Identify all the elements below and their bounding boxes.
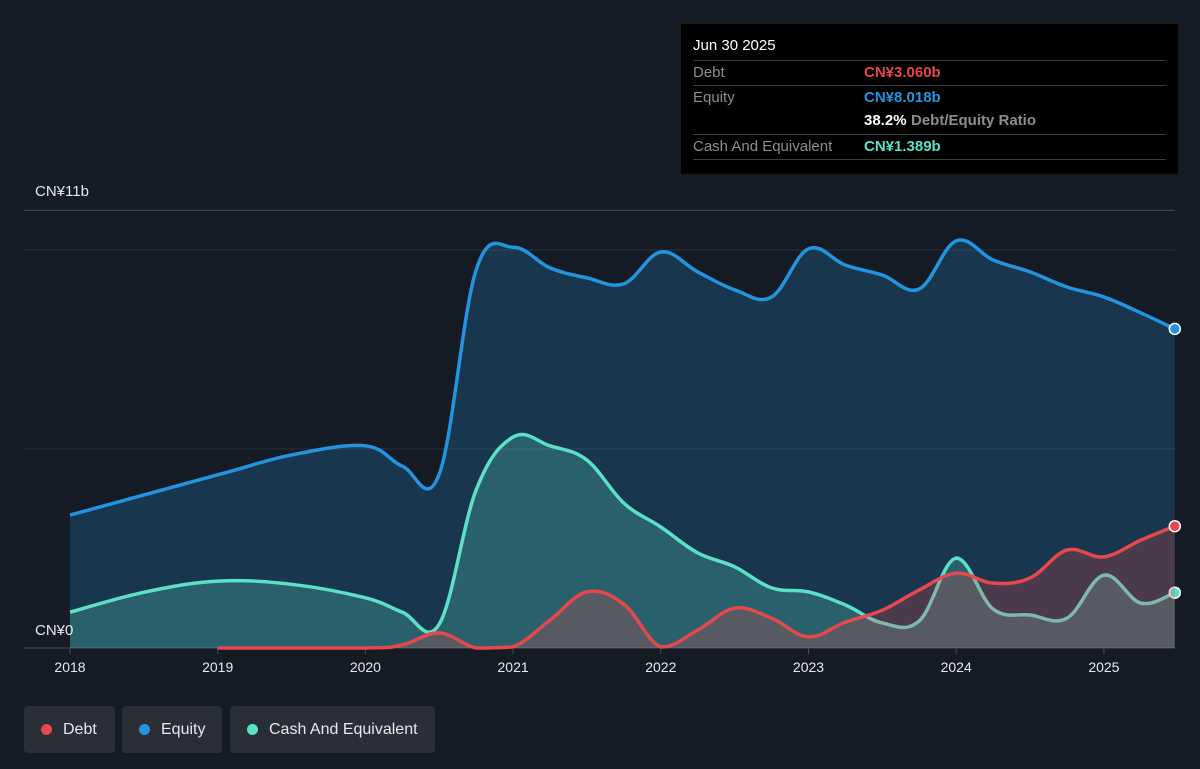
x-tick-label: 2020	[350, 659, 381, 675]
tooltip-cash-row: Cash And Equivalent CN¥1.389b	[693, 134, 1166, 160]
x-tick-label: 2019	[202, 659, 233, 675]
tooltip-date: Jun 30 2025	[693, 37, 776, 54]
cash-and-equivalent-line	[69, 432, 1176, 634]
legend-debt[interactable]: Debt	[24, 706, 115, 753]
debt-area	[217, 526, 1175, 648]
tooltip-cash-value: CN¥1.389b	[864, 138, 941, 155]
debt-line	[217, 524, 1176, 650]
tooltip-equity-value: CN¥8.018b	[864, 89, 941, 106]
equity-line	[69, 238, 1176, 517]
y-tick-max: CN¥11b	[35, 183, 89, 200]
equity-dot-icon	[139, 724, 150, 735]
tooltip-debt-row: Debt CN¥3.060b	[693, 60, 1166, 85]
debt-end-point	[1168, 519, 1182, 533]
legend-debt-label: Debt	[63, 720, 97, 738]
x-tick-label: 2025	[1088, 659, 1119, 675]
cash-and-equivalent-end-point	[1168, 586, 1182, 599]
tooltip-ratio-label: Debt/Equity Ratio	[911, 112, 1037, 129]
cash-dot-icon	[247, 724, 258, 735]
equity-area	[70, 239, 1175, 648]
x-tick-label: 2024	[941, 659, 972, 675]
tooltip-debt-value: CN¥3.060b	[864, 64, 941, 81]
legend-equity-label: Equity	[161, 720, 206, 738]
tooltip-ratio-value: 38.2%	[864, 112, 907, 129]
x-tick-label: 2023	[793, 659, 824, 675]
legend-equity[interactable]: Equity	[122, 706, 222, 753]
tooltip-equity-row: Equity CN¥8.018b	[693, 85, 1166, 110]
debt-dot-icon	[41, 724, 52, 735]
equity-end-point	[1168, 322, 1182, 336]
x-tick-label: 2022	[645, 659, 676, 675]
tooltip: Jun 30 2025 Debt CN¥3.060b Equity CN¥8.0…	[681, 24, 1178, 174]
y-tick-zero: CN¥0	[35, 622, 74, 639]
x-tick-label: 2021	[498, 659, 529, 675]
x-tick-label: 2018	[54, 659, 85, 675]
tooltip-cash-label: Cash And Equivalent	[693, 138, 833, 155]
legend-cash-label: Cash And Equivalent	[269, 720, 418, 738]
tooltip-debt-label: Debt	[693, 64, 725, 81]
legend-cash[interactable]: Cash And Equivalent	[230, 706, 435, 753]
tooltip-ratio-row: 38.2% Debt/Equity Ratio	[693, 109, 1166, 133]
tooltip-equity-label: Equity	[693, 89, 735, 106]
